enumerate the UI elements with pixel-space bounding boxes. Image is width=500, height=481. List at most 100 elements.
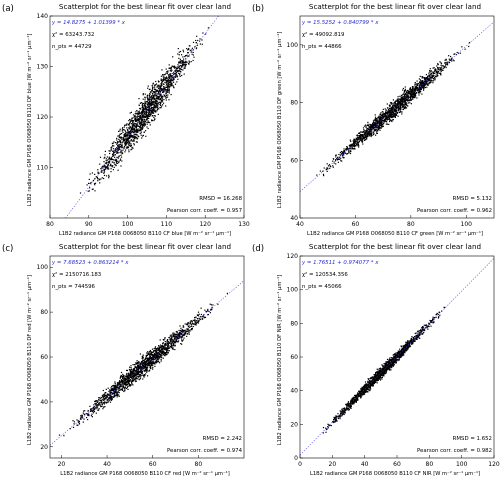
n-points: n_pts = 744596 <box>52 284 96 290</box>
data-point <box>374 124 376 126</box>
data-point <box>164 78 166 81</box>
data-point <box>135 136 137 139</box>
data-point <box>124 141 126 143</box>
data-point <box>140 370 142 372</box>
data-point <box>113 391 115 393</box>
data-point <box>335 154 337 156</box>
data-point <box>395 114 397 116</box>
data-point <box>145 365 147 367</box>
data-point <box>140 132 142 134</box>
data-point <box>84 410 86 412</box>
data-point <box>190 49 192 51</box>
data-point <box>350 145 352 147</box>
data-point <box>196 318 198 320</box>
x-tick-label: 20 <box>58 461 66 468</box>
data-point <box>366 135 368 137</box>
data-point <box>146 116 149 118</box>
data-point <box>150 104 153 106</box>
data-point <box>398 106 400 108</box>
data-point <box>167 350 169 352</box>
data-point <box>144 113 146 115</box>
data-point <box>164 344 167 346</box>
data-point <box>149 369 151 371</box>
data-point <box>116 142 118 144</box>
data-point <box>391 106 393 108</box>
data-point <box>126 369 128 371</box>
data-point <box>160 94 162 96</box>
data-point <box>127 385 129 387</box>
data-point <box>145 111 147 114</box>
data-point <box>345 147 347 149</box>
data-point <box>167 91 169 93</box>
y-tick-label: 80 <box>290 100 298 107</box>
data-point <box>160 75 162 77</box>
data-point <box>117 391 119 393</box>
data-point <box>187 52 189 54</box>
data-point <box>137 135 139 137</box>
data-point <box>92 412 95 414</box>
data-point <box>93 407 95 409</box>
data-point <box>159 85 161 87</box>
data-point <box>386 115 388 117</box>
data-point <box>168 337 170 339</box>
data-point <box>442 65 444 67</box>
data-point <box>356 138 358 140</box>
data-point <box>152 363 154 365</box>
data-point <box>392 110 394 112</box>
data-point <box>128 149 130 151</box>
data-point <box>119 377 121 379</box>
data-point <box>154 118 156 120</box>
data-point <box>140 377 142 379</box>
data-point <box>384 114 386 116</box>
data-point <box>163 352 165 354</box>
data-point <box>165 96 167 98</box>
data-point <box>106 162 108 164</box>
data-point <box>423 82 425 84</box>
data-point <box>184 323 186 325</box>
chi-squared: χ² = 63243.732 <box>52 31 94 38</box>
data-point <box>176 336 178 339</box>
data-point <box>108 393 110 395</box>
data-point <box>147 109 149 111</box>
data-point <box>180 327 182 329</box>
data-point <box>356 135 358 137</box>
data-point <box>393 113 396 115</box>
data-point <box>439 69 441 71</box>
data-point <box>194 323 197 326</box>
data-point <box>440 69 442 71</box>
data-point <box>153 112 155 114</box>
data-point <box>210 309 212 311</box>
data-point <box>141 113 143 115</box>
data-point <box>155 89 157 91</box>
data-point <box>434 79 436 81</box>
data-point <box>179 75 181 77</box>
data-point <box>161 81 163 83</box>
data-point <box>408 93 410 95</box>
data-point <box>81 415 83 417</box>
data-point <box>114 386 116 388</box>
data-point <box>175 340 177 342</box>
data-point <box>153 101 155 103</box>
data-point <box>358 141 360 143</box>
data-point <box>187 328 189 330</box>
data-point <box>186 54 188 56</box>
data-point <box>88 178 90 180</box>
data-point <box>140 127 143 129</box>
data-point <box>143 102 145 105</box>
data-point <box>431 76 433 78</box>
data-point <box>120 379 122 381</box>
x-tick-label: 120 <box>199 221 211 228</box>
data-point <box>120 141 122 144</box>
data-point <box>103 398 105 400</box>
data-point <box>136 368 138 370</box>
data-point <box>134 115 136 117</box>
data-point <box>152 83 154 85</box>
data-point <box>171 82 173 84</box>
data-point <box>370 132 372 134</box>
data-point <box>119 148 121 151</box>
data-point <box>113 154 115 156</box>
data-point <box>138 367 140 369</box>
x-tick-label: 130 <box>238 221 250 228</box>
data-point <box>421 80 423 83</box>
data-point <box>188 63 190 65</box>
